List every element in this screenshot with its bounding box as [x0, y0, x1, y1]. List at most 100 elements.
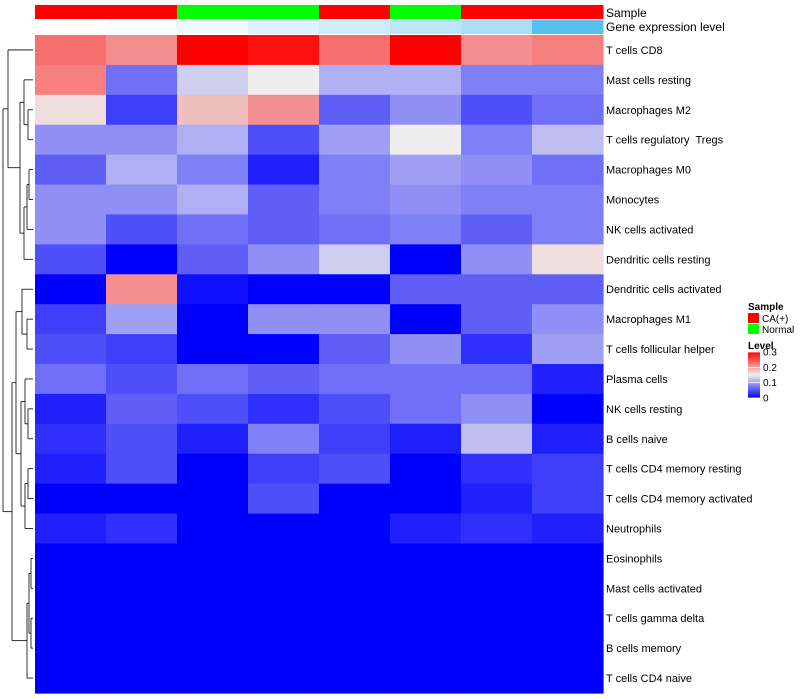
row-label: T cells CD8: [606, 45, 663, 57]
heatmap-cell: [319, 573, 391, 604]
heatmap-cell: [461, 603, 533, 634]
heatmap-cell: [461, 94, 533, 126]
heatmap-cell: [177, 304, 249, 335]
heatmap-cell: [390, 304, 462, 335]
heatmap-cell: [35, 64, 107, 96]
heatmap-cell: [319, 244, 391, 275]
heatmap-cell: [35, 453, 107, 485]
expression-annotation-bar: [35, 20, 604, 34]
heatmap-cell: [106, 244, 178, 275]
heatmap-cell: [319, 154, 391, 186]
heatmap-cell: [461, 633, 533, 664]
legend-tick-label: 0.1: [763, 378, 777, 389]
heatmap-cell: [177, 64, 249, 96]
heatmap-cell: [35, 304, 107, 335]
heatmap-cell: [177, 184, 249, 216]
legend-level-title: Level: [748, 341, 774, 352]
heatmap-cell: [532, 483, 604, 515]
row-label: Plasma cells: [606, 374, 668, 386]
heatmap-cell: [390, 423, 462, 455]
sample-annotation-title: Sample: [606, 6, 647, 20]
sample-anno-cell: [35, 5, 107, 19]
heatmap-cell: [106, 334, 178, 365]
heatmap-cell: [390, 214, 462, 245]
heatmap-cell: [248, 184, 320, 216]
heatmap-cell: [35, 633, 107, 664]
heatmap-cell: [35, 603, 107, 634]
heatmap-cell: [35, 94, 107, 126]
legend: Sample CA(+) Normal Level 0.3 0.2 0.1 0: [748, 302, 794, 405]
heatmap-cell: [106, 423, 178, 455]
heatmap-cell: [461, 124, 533, 156]
sample-anno-cell: [390, 5, 462, 19]
heatmap-cell: [461, 304, 533, 335]
heatmap-cell: [532, 244, 604, 275]
heatmap-cell: [532, 573, 604, 604]
heatmap-cell: [390, 393, 462, 425]
heatmap-cell: [319, 304, 391, 335]
expression-anno-cell: [532, 20, 604, 34]
heatmap-cell: [248, 483, 320, 515]
heatmap-cell: [319, 94, 391, 126]
row-label: Macrophages M1: [606, 314, 691, 326]
heatmap-cell: [248, 214, 320, 245]
heatmap-cell: [461, 364, 533, 395]
heatmap-cell: [390, 663, 462, 694]
heatmap-cell: [106, 453, 178, 485]
heatmap-cell: [177, 364, 249, 395]
heatmap-cell: [177, 453, 249, 485]
heatmap-cell: [319, 543, 391, 574]
heatmap-cell: [106, 154, 178, 186]
legend-color-bar: [748, 352, 760, 398]
row-label: Dendritic cells activated: [606, 284, 722, 296]
heatmap-cell: [106, 184, 178, 216]
heatmap-cell: [319, 364, 391, 395]
legend-level-ticks: 0.3 0.2 0.1 0: [748, 348, 777, 405]
heatmap-cell: [35, 244, 107, 275]
heatmap-cell: [532, 154, 604, 186]
heatmap-cell: [461, 244, 533, 275]
heatmap-cell: [177, 663, 249, 694]
heatmap-cell: [532, 513, 604, 545]
sample-anno-cell: [461, 5, 533, 19]
heatmap-cell: [248, 94, 320, 126]
row-label: B cells memory: [606, 643, 682, 655]
heatmap-cell: [319, 483, 391, 515]
heatmap-cell: [319, 64, 391, 96]
heatmap-cell: [35, 274, 107, 305]
expression-anno-cell: [390, 20, 462, 34]
heatmap-cell: [390, 154, 462, 186]
heatmap-cell: [35, 513, 107, 545]
heatmap-cell: [177, 214, 249, 245]
heatmap-cell: [390, 184, 462, 216]
heatmap-cell: [35, 663, 107, 694]
row-label: T cells gamma delta: [606, 613, 705, 625]
heatmap-cell: [177, 393, 249, 425]
heatmap-cell: [248, 304, 320, 335]
heatmap-cell: [177, 543, 249, 574]
heatmap-cell: [177, 94, 249, 126]
heatmap-cell: [390, 513, 462, 545]
heatmap-cell: [461, 423, 533, 455]
heatmap-cell: [390, 364, 462, 395]
heatmap-cell: [461, 543, 533, 574]
row-label: Monocytes: [606, 195, 660, 207]
expression-annotation-title: Gene expression level: [606, 20, 725, 34]
heatmap-cell: [532, 64, 604, 96]
heatmap-cell: [461, 513, 533, 545]
heatmap-cell: [35, 184, 107, 216]
heatmap-cell: [390, 124, 462, 156]
heatmap-cell: [319, 334, 391, 365]
heatmap-cell: [319, 453, 391, 485]
heatmap-cell: [390, 603, 462, 634]
heatmap-cell: [532, 304, 604, 335]
heatmap-cell: [390, 573, 462, 604]
expression-anno-cell: [177, 20, 249, 34]
heatmap-cell: [319, 423, 391, 455]
heatmap-cell: [35, 573, 107, 604]
heatmap-cell: [248, 603, 320, 634]
heatmap-cell: [390, 94, 462, 126]
heatmap-cell: [390, 274, 462, 305]
heatmap-cell: [461, 483, 533, 515]
